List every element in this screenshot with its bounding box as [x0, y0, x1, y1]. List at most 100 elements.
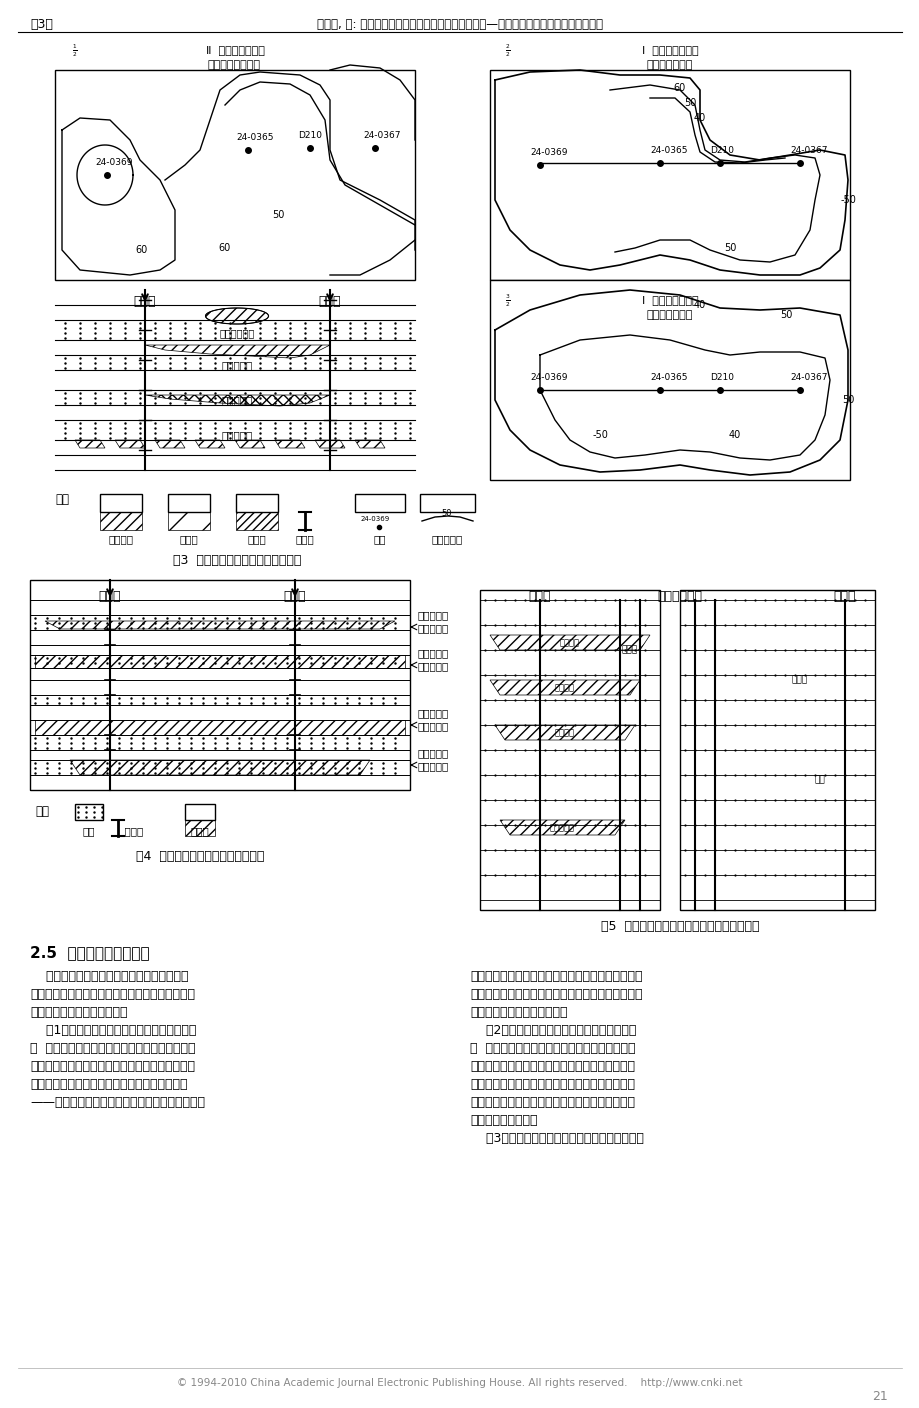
- Text: 24-0367: 24-0367: [789, 146, 826, 155]
- Text: 射孔段: 射孔段: [295, 534, 314, 543]
- Text: 隔层损失形
成的剩余油: 隔层损失形 成的剩余油: [417, 649, 448, 672]
- Text: 图例: 图例: [35, 805, 49, 818]
- Text: $\frac{2}{2}$: $\frac{2}{2}$: [505, 44, 510, 59]
- Text: 24-0365: 24-0365: [650, 146, 686, 155]
- Bar: [75, 804, 103, 819]
- Text: 图例: 图例: [55, 493, 69, 505]
- Text: 剩余油平面分布主要受沉积微相及储层非均: 剩余油平面分布主要受沉积微相及储层非均: [30, 970, 188, 983]
- Text: 特低含油区: 特低含油区: [550, 824, 574, 832]
- Text: 如分流水道。主体砂体渗透率较高且级差较小，剩: 如分流水道。主体砂体渗透率较高且级差较小，剩: [470, 1095, 634, 1110]
- Text: 位渗透性较大，水道边缘渗透性较差，因此，边缘水: 位渗透性较大，水道边缘渗透性较差，因此，边缘水: [470, 988, 641, 1001]
- Text: 蒸汽边界: 蒸汽边界: [108, 534, 133, 543]
- Text: 注汽井: 注汽井: [283, 590, 306, 603]
- Bar: [236, 494, 278, 513]
- Text: $\frac{3}{2}$: $\frac{3}{2}$: [505, 293, 510, 310]
- Text: 40: 40: [728, 429, 741, 439]
- Text: D210: D210: [298, 131, 322, 139]
- Text: 物性差异形
成的剩余油: 物性差异形 成的剩余油: [417, 749, 448, 772]
- Bar: [490, 70, 849, 280]
- Text: Ⅱ  小层剩余油分布: Ⅱ 小层剩余油分布: [205, 45, 264, 55]
- Text: 24-0365: 24-0365: [650, 373, 686, 382]
- Text: 含油饱和度: 含油饱和度: [431, 534, 462, 543]
- Text: 式  前缘坝砂体垂向上呈反韵律，层内非均质并不: 式 前缘坝砂体垂向上呈反韵律，层内非均质并不: [470, 1042, 635, 1055]
- Text: （井间热连通）: （井间热连通）: [646, 61, 692, 70]
- Text: 水道、前缘坝和侧缘或道间。: 水道、前缘坝和侧缘或道间。: [30, 1005, 128, 1019]
- Text: 未射孔层间
形成剩余油: 未射孔层间 形成剩余油: [417, 611, 448, 634]
- Text: 井位: 井位: [373, 534, 386, 543]
- Text: -50: -50: [839, 194, 855, 206]
- Bar: [355, 494, 404, 513]
- Bar: [168, 494, 210, 513]
- Text: Ⅰ  小层剩余油分布: Ⅰ 小层剩余油分布: [641, 45, 698, 55]
- Text: 60: 60: [219, 244, 231, 253]
- Text: 24-0369: 24-0369: [529, 148, 567, 158]
- Text: 图5  大凌河稠油层间干扰形成的剩余油示意图: 图5 大凌河稠油层间干扰形成的剩余油示意图: [600, 919, 758, 934]
- Text: 井间热连通: 井间热连通: [221, 360, 253, 370]
- Text: 低含油区: 低含油区: [554, 728, 574, 736]
- Text: 井间连通砂体: 井间连通砂体: [219, 328, 255, 338]
- Text: 24-0369: 24-0369: [95, 158, 132, 168]
- Bar: [490, 280, 849, 480]
- Bar: [679, 590, 874, 910]
- Text: （2）扇三角洲前缘坝沉积砂体剩余油分布模: （2）扇三角洲前缘坝沉积砂体剩余油分布模: [470, 1024, 636, 1038]
- Text: （1）三角洲分支水道砂砾岩体剩余油分布模: （1）三角洲分支水道砂砾岩体剩余油分布模: [30, 1024, 196, 1038]
- Text: 50: 50: [779, 310, 791, 320]
- Text: 24-0367: 24-0367: [789, 373, 826, 382]
- Text: 第3期: 第3期: [30, 18, 52, 31]
- Text: 体的几何形态、方向性和渗透性方向性非常明显。: 体的几何形态、方向性和渗透性方向性非常明显。: [30, 1060, 195, 1073]
- Text: 注汽井: 注汽井: [133, 296, 156, 308]
- Text: 王志高, 等: 稠油剩余油形成分布模式及控制因素分析—以辽河油田曙二区大凌河油藏为例: 王志高, 等: 稠油剩余油形成分布模式及控制因素分析—以辽河油田曙二区大凌河油藏…: [317, 18, 602, 31]
- Text: 砂岩: 砂岩: [83, 826, 96, 836]
- Bar: [100, 494, 142, 513]
- Text: 注汽井: 注汽井: [318, 296, 341, 308]
- Text: 层间干扰形
成的剩余油: 层间干扰形 成的剩余油: [417, 708, 448, 732]
- Text: 40: 40: [693, 113, 706, 122]
- Text: 21: 21: [871, 1390, 887, 1402]
- Text: © 1994-2010 China Academic Journal Electronic Publishing House. All rights reser: © 1994-2010 China Academic Journal Elect…: [177, 1378, 742, 1388]
- Text: 热边界: 热边界: [179, 534, 199, 543]
- Text: 严重。注入蒸汽有沿砂体轴部突进现象，逐渐向两: 严重。注入蒸汽有沿砂体轴部突进现象，逐渐向两: [470, 1060, 634, 1073]
- Text: 剩余油: 剩余油: [190, 826, 210, 836]
- Text: 24-0365: 24-0365: [236, 132, 273, 142]
- Text: 淹程度低，剩余油相对富集。: 淹程度低，剩余油相对富集。: [470, 1005, 567, 1019]
- Text: 这类砂砾岩体在平面上呈网状的条带状，以侵蚀: 这类砂砾岩体在平面上呈网状的条带状，以侵蚀: [30, 1079, 187, 1091]
- Text: ——充填式垂向加积作用为主。水道主流线部位厚: ——充填式垂向加积作用为主。水道主流线部位厚: [30, 1095, 205, 1110]
- Text: 24-0369: 24-0369: [360, 515, 390, 522]
- Text: 注汽井生产井: 注汽井生产井: [657, 590, 702, 603]
- Text: 剩余油: 剩余油: [621, 645, 638, 655]
- Text: 50: 50: [271, 210, 284, 220]
- Text: 气通道: 气通道: [791, 676, 807, 684]
- Text: 侧扩展，由于蒸汽超覆作用，注入蒸汽波及厚度不: 侧扩展，由于蒸汽超覆作用，注入蒸汽波及厚度不: [470, 1079, 634, 1091]
- Text: 生产井: 生产井: [528, 590, 550, 603]
- Text: 连通: 连通: [813, 776, 824, 784]
- Text: 度最大，两侧边缘厚度减少，泥质夹层增多。主体部: 度最大，两侧边缘厚度减少，泥质夹层增多。主体部: [470, 970, 641, 983]
- Text: 质性控制，主要存在三种微相类型：扇三角洲分支: 质性控制，主要存在三种微相类型：扇三角洲分支: [30, 988, 195, 1001]
- Text: 高含油区: 高含油区: [560, 638, 579, 648]
- Text: 中含油区: 中含油区: [554, 683, 574, 691]
- Text: 射孔段: 射孔段: [118, 826, 143, 836]
- Text: 余油集中在中下部。: 余油集中在中下部。: [470, 1114, 537, 1126]
- Text: 50: 50: [841, 396, 853, 406]
- Text: Ⅰ  小层剩余油分布: Ⅰ 小层剩余油分布: [641, 296, 698, 306]
- Text: 图3  大凌河稠油井间剩余油分布模式: 图3 大凌河稠油井间剩余油分布模式: [173, 553, 301, 567]
- Text: 注汽井: 注汽井: [833, 590, 856, 603]
- Text: 60: 60: [136, 245, 148, 255]
- Text: -50: -50: [592, 429, 607, 439]
- Text: 50: 50: [683, 99, 696, 108]
- Bar: [420, 494, 474, 513]
- Text: （井间气连通）: （井间气连通）: [646, 310, 692, 320]
- Text: $\frac{1}{2}$: $\frac{1}{2}$: [72, 44, 77, 59]
- Text: 式  注入蒸汽明显沿河道主体带快速突进，砂砾岩: 式 注入蒸汽明显沿河道主体带快速突进，砂砾岩: [30, 1042, 196, 1055]
- Text: 50: 50: [723, 244, 735, 253]
- Text: 24-0367: 24-0367: [363, 131, 400, 139]
- Text: 剩余油: 剩余油: [247, 534, 267, 543]
- Text: D210: D210: [709, 373, 733, 382]
- Text: 图4  大凌河稠油层间剩余油分布模式: 图4 大凌河稠油层间剩余油分布模式: [136, 850, 264, 863]
- Bar: [480, 590, 659, 910]
- Text: 2.5  平面剩余油分布模式: 2.5 平面剩余油分布模式: [30, 945, 150, 960]
- Text: 40: 40: [693, 300, 706, 310]
- Text: （3）侧缘、道间沉积砂体剩余油分布模式侧缘: （3）侧缘、道间沉积砂体剩余油分布模式侧缘: [470, 1132, 643, 1145]
- Text: D210: D210: [709, 146, 733, 155]
- Text: 注汽井: 注汽井: [98, 590, 121, 603]
- Text: 井间气连通: 井间气连通: [221, 396, 253, 406]
